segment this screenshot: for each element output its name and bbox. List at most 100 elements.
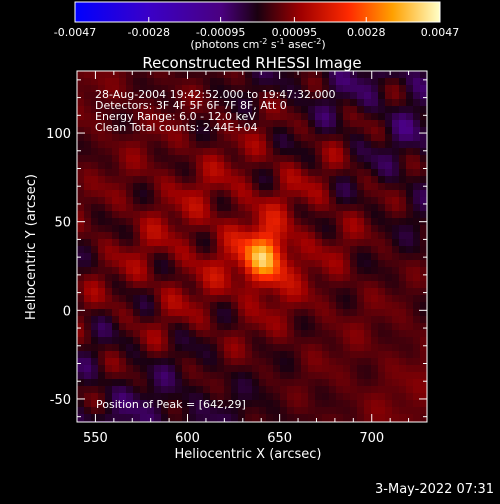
heatmap-cell <box>133 239 141 247</box>
heatmap-cell <box>147 302 155 310</box>
heatmap-cell <box>217 190 225 198</box>
heatmap-cell <box>343 78 351 86</box>
heatmap-cell <box>252 120 260 128</box>
heatmap-cell <box>329 274 337 282</box>
heatmap-cell <box>343 414 351 422</box>
heatmap-cell <box>406 204 414 212</box>
heatmap-cell <box>168 232 176 240</box>
heatmap-cell <box>126 169 134 177</box>
heatmap-cell <box>175 183 183 191</box>
heatmap-cell <box>98 239 106 247</box>
heatmap-cell <box>413 316 421 324</box>
heatmap-cell <box>315 281 323 289</box>
heatmap-cell <box>98 246 106 254</box>
heatmap-cell <box>224 260 232 268</box>
heatmap-cell <box>140 141 148 149</box>
heatmap-cell <box>217 393 225 401</box>
heatmap-cell <box>140 148 148 156</box>
heatmap-cell <box>357 190 365 198</box>
heatmap-cell <box>217 302 225 310</box>
heatmap-cell <box>392 316 400 324</box>
heatmap-cell <box>350 85 358 93</box>
heatmap-cell <box>273 204 281 212</box>
heatmap-cell <box>154 127 162 135</box>
heatmap-cell <box>161 400 169 408</box>
heatmap-cell <box>119 281 127 289</box>
heatmap-cell <box>196 253 204 261</box>
heatmap-cell <box>315 183 323 191</box>
heatmap-cell <box>294 316 302 324</box>
heatmap-cell <box>315 176 323 184</box>
heatmap-cell <box>287 85 295 93</box>
heatmap-cell <box>420 274 427 282</box>
heatmap-cell <box>98 323 106 331</box>
heatmap-cell <box>259 372 267 380</box>
heatmap-cell <box>175 358 183 366</box>
heatmap-cell <box>273 155 281 163</box>
heatmap-cell <box>280 141 288 149</box>
heatmap-cell <box>329 176 337 184</box>
heatmap-cell <box>301 365 309 373</box>
heatmap-cell <box>273 71 281 79</box>
heatmap-cell <box>119 260 127 268</box>
heatmap-cell <box>175 190 183 198</box>
heatmap-cell <box>322 379 330 387</box>
heatmap-cell <box>273 183 281 191</box>
heatmap-cell <box>140 260 148 268</box>
heatmap-cell <box>392 197 400 205</box>
heatmap-cell <box>420 295 427 303</box>
heatmap-cell <box>371 232 379 240</box>
heatmap-cell <box>378 246 386 254</box>
heatmap-cell <box>413 330 421 338</box>
heatmap-cell <box>413 260 421 268</box>
heatmap-cell <box>301 323 309 331</box>
heatmap-cell <box>259 316 267 324</box>
heatmap-cell <box>315 323 323 331</box>
heatmap-cell <box>140 78 148 86</box>
heatmap-cell <box>385 365 393 373</box>
heatmap-cell <box>189 407 197 415</box>
heatmap-cell <box>161 302 169 310</box>
heatmap-cell <box>91 141 99 149</box>
heatmap-cell <box>231 365 239 373</box>
heatmap-cell <box>399 253 407 261</box>
heatmap-cell <box>154 365 162 373</box>
heatmap-cell <box>378 197 386 205</box>
heatmap-cell <box>98 225 106 233</box>
heatmap-cell <box>231 351 239 359</box>
heatmap-cell <box>105 183 113 191</box>
heatmap-cell <box>392 281 400 289</box>
heatmap-cell <box>294 176 302 184</box>
heatmap-cell <box>140 113 148 121</box>
heatmap-cell <box>112 386 120 394</box>
heatmap-cell <box>98 337 106 345</box>
heatmap-cell <box>343 71 351 79</box>
heatmap-cell <box>140 414 148 422</box>
heatmap-cell <box>175 323 183 331</box>
heatmap-cell <box>140 365 148 373</box>
heatmap-cell <box>273 218 281 226</box>
heatmap-cell <box>385 351 393 359</box>
heatmap-cell <box>231 141 239 149</box>
heatmap-cell <box>77 414 85 422</box>
heatmap-cell <box>210 78 218 86</box>
heatmap-cell <box>392 92 400 100</box>
heatmap-cell <box>245 253 253 261</box>
heatmap-cell <box>406 372 414 380</box>
heatmap-cell <box>420 260 427 268</box>
heatmap-cell <box>84 78 92 86</box>
heatmap-cell <box>210 92 218 100</box>
heatmap-cell <box>266 295 274 303</box>
heatmap-cell <box>406 85 414 93</box>
heatmap-cell <box>371 169 379 177</box>
heatmap-cell <box>378 400 386 408</box>
heatmap-cell <box>364 106 372 114</box>
heatmap-cell <box>294 232 302 240</box>
heatmap-cell <box>161 316 169 324</box>
heatmap-cell <box>161 134 169 142</box>
heatmap-cell <box>336 316 344 324</box>
heatmap-cell <box>357 337 365 345</box>
heatmap-cell <box>252 358 260 366</box>
heatmap-cell <box>189 99 197 107</box>
heatmap-cell <box>84 330 92 338</box>
